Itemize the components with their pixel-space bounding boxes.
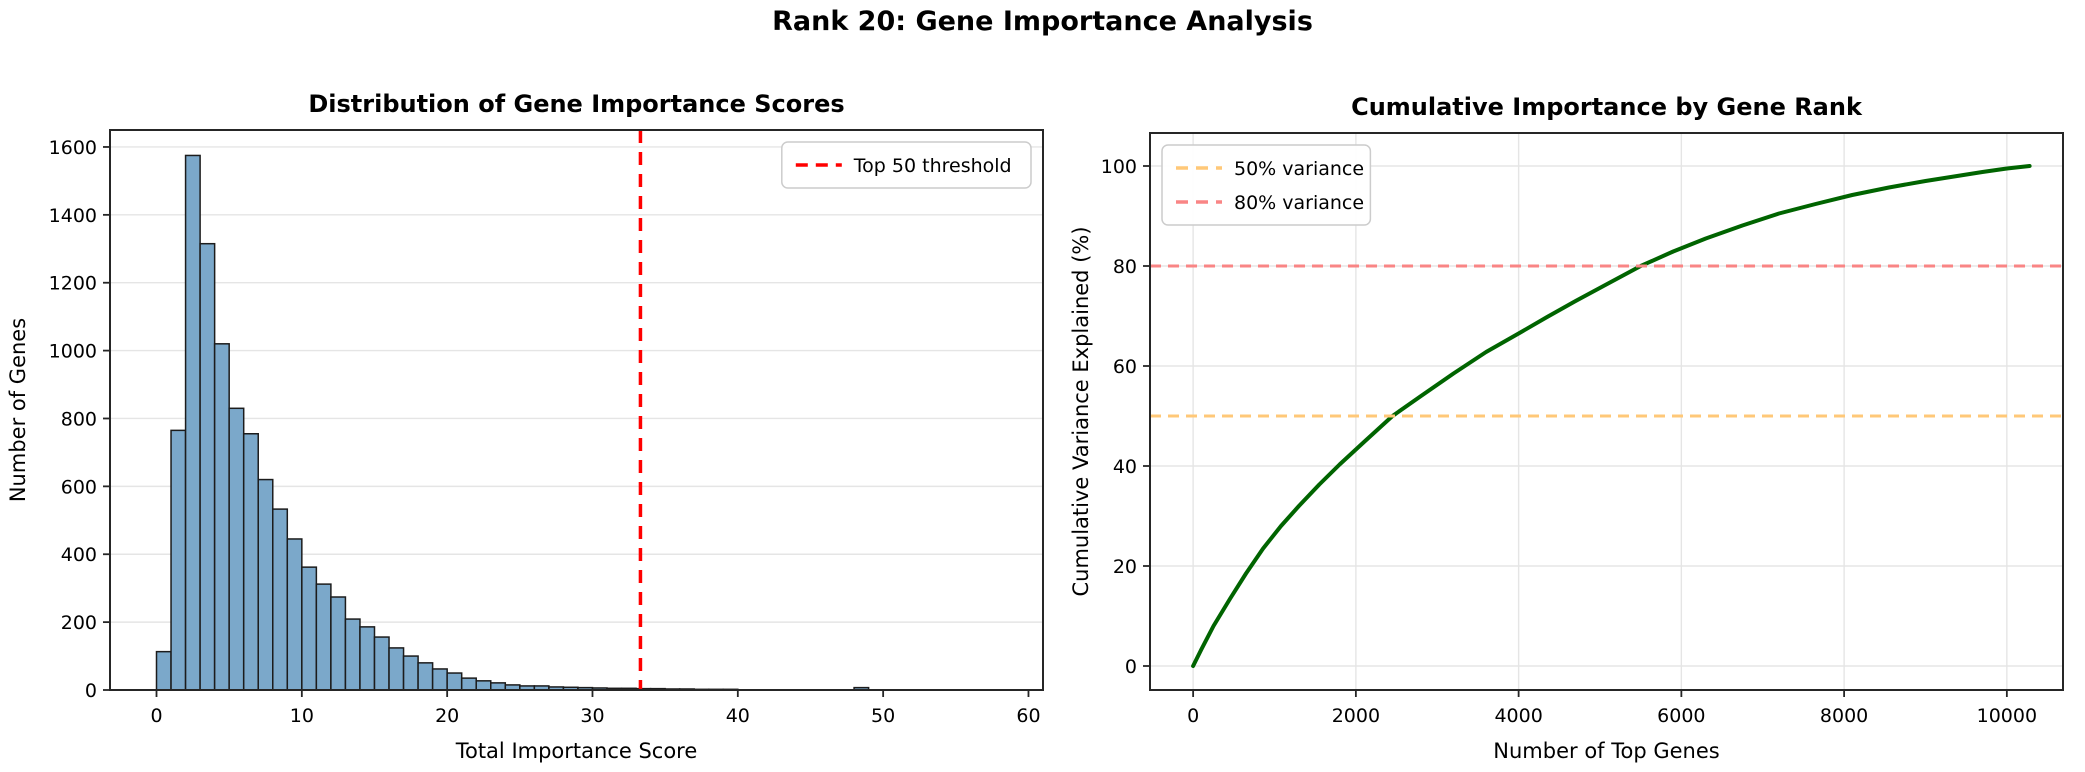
axes-frame	[109, 129, 1044, 691]
y-tick-label: 20	[1113, 556, 1137, 578]
y-tick-label: 80	[1113, 256, 1137, 278]
histogram-bar	[402, 655, 419, 691]
x-tick-label: 60	[1016, 705, 1040, 727]
x-tick-label: 4000	[1494, 705, 1542, 727]
legend-item: 80% variance	[1176, 192, 1364, 214]
histogram-bar	[373, 636, 390, 691]
histogram-bar	[490, 682, 507, 691]
histogram-bar	[184, 154, 201, 691]
tick-marks	[103, 146, 1030, 697]
y-axis-label: Number of Genes	[6, 318, 30, 502]
y-tick-label: 40	[1113, 456, 1137, 478]
histogram-bar	[155, 650, 172, 691]
x-axis-label: Total Importance Score	[455, 739, 698, 763]
x-tick-label: 10000	[1977, 705, 2037, 727]
legend-box	[781, 141, 1032, 189]
y-tick-label: 1600	[49, 137, 97, 159]
histogram-bar	[228, 407, 245, 691]
cumulative-chart-canvas: 0 20 40 60 80 100 0 2000 4000 6000 8000 10000 Cumula…	[1069, 93, 2064, 763]
legend: Top 50 threshold	[781, 141, 1032, 189]
x-tick-label: 6000	[1657, 705, 1705, 727]
histogram-bar	[431, 668, 448, 691]
cumulative-curve	[1191, 164, 2032, 668]
chart-title: Distribution of Gene Importance Scores	[308, 90, 844, 118]
cumulative-figure: 0 20 40 60 80 100 0 2000 4000 6000 8000 10000 Cumula…	[1060, 60, 2085, 772]
legend: 50% variance 80% variance	[1161, 144, 1372, 226]
y-tick-label: 0	[1125, 656, 1137, 678]
histogram-bar	[344, 618, 361, 691]
histogram-chart-canvas: 0 200 400 600 800 1000 1200 1400 1600 0 10 20 30 40 50…	[6, 90, 1044, 763]
legend-label: Top 50 threshold	[853, 155, 1012, 177]
histogram-figure: 0 200 400 600 800 1000 1200 1400 1600 0 10 20 30 40 50…	[0, 60, 1060, 772]
x-tick-label: 20	[435, 705, 459, 727]
y-tick-label: 800	[61, 408, 97, 430]
x-tick-label: 8000	[1820, 705, 1868, 727]
chart-title: Cumulative Importance by Gene Rank	[1351, 93, 1863, 121]
y-tick-label: 1000	[49, 341, 97, 363]
legend-label: 80% variance	[1234, 192, 1364, 214]
y-tick-label: 400	[61, 544, 97, 566]
histogram-bar	[257, 478, 274, 691]
legend-label: 50% variance	[1234, 158, 1364, 180]
histogram-bar	[417, 662, 434, 691]
histogram-bar	[359, 626, 376, 691]
x-axis-label: Number of Top Genes	[1493, 739, 1719, 763]
y-tick-label: 600	[61, 476, 97, 498]
x-tick-label: 2000	[1332, 705, 1380, 727]
figure-title: Rank 20: Gene Importance Analysis	[772, 6, 1313, 37]
histogram-bar	[475, 680, 492, 691]
x-tick-label: 0	[1187, 705, 1199, 727]
histogram-bar	[460, 677, 477, 691]
histogram-bar	[286, 538, 303, 691]
x-tick-label: 10	[290, 705, 314, 727]
x-tick-label: 0	[150, 705, 162, 727]
x-tick-label: 50	[871, 705, 895, 727]
y-tick-label: 100	[1101, 156, 1137, 178]
histogram-bar	[242, 433, 259, 691]
histogram-bar	[272, 508, 289, 691]
y-tick-label: 1200	[49, 273, 97, 295]
histogram-bar	[446, 672, 463, 691]
y-axis-label: Cumulative Variance Explained (%)	[1069, 226, 1093, 596]
y-tick-label: 60	[1113, 356, 1137, 378]
legend-item: Top 50 threshold	[795, 155, 1012, 177]
histogram-bars	[155, 154, 870, 691]
histogram-bar	[213, 343, 230, 691]
histogram-bar	[170, 429, 187, 691]
tick-marks	[1143, 165, 2008, 697]
histogram-bar	[315, 583, 332, 691]
histogram-bar	[199, 242, 216, 691]
histogram-bar	[330, 596, 347, 691]
x-tick-label: 40	[726, 705, 750, 727]
y-tick-label: 200	[61, 612, 97, 634]
legend-box	[1161, 144, 1372, 226]
histogram-bar	[301, 566, 318, 691]
y-tick-label: 1400	[49, 205, 97, 227]
legend-item: 50% variance	[1176, 158, 1364, 180]
histogram-bar	[388, 647, 405, 691]
x-tick-label: 30	[580, 705, 604, 727]
y-tick-label: 0	[85, 680, 97, 702]
axes-frame	[1149, 132, 2064, 691]
